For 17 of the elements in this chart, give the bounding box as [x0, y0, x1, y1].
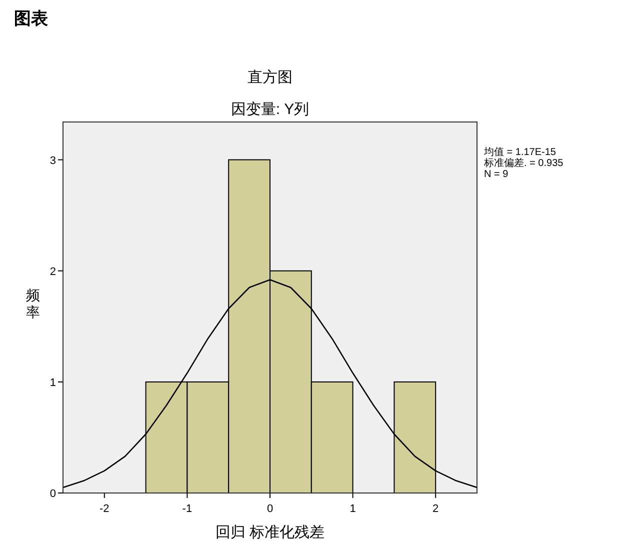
y-tick-label: 1 — [50, 376, 56, 389]
text: 标准偏差. = 0.935 — [483, 157, 564, 169]
x-axis-title: 回归 标准化残差 — [215, 524, 325, 541]
text: 图表 — [14, 9, 49, 28]
y-tick-label: 2 — [50, 266, 56, 278]
y-tick-label: 3 — [50, 154, 56, 167]
chart-title: 直方图 — [248, 69, 292, 86]
x-tick-label: 0 — [266, 503, 274, 515]
x-tick-label: -2 — [100, 503, 110, 515]
text: N = 9 — [484, 169, 509, 180]
y-axis-title: 频率 — [26, 287, 40, 320]
text: 均值 = 1.17E-15 — [483, 146, 556, 158]
x-tick-label: 1 — [350, 503, 356, 515]
y-tick-label: 0 — [50, 488, 56, 500]
chart-subtitle: 因变量: Y列 — [230, 101, 310, 118]
x-tick-label: 2 — [432, 503, 439, 515]
x-tick-label: -1 — [182, 503, 192, 515]
